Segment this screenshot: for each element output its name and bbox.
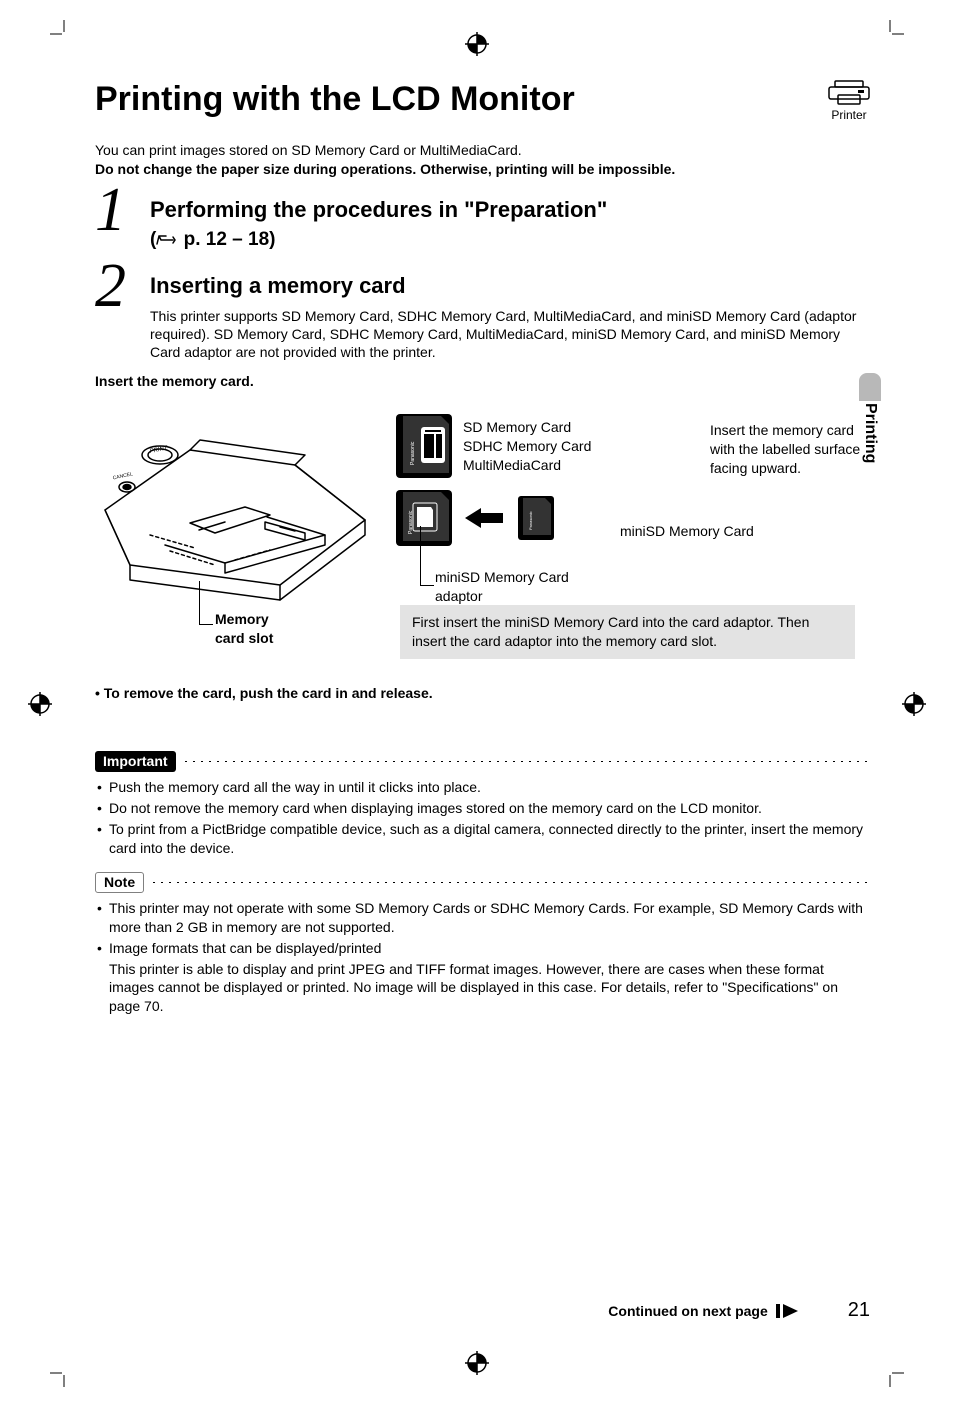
printer-icon-label: Printer <box>828 108 870 122</box>
printer-icon: Printer <box>828 80 870 122</box>
note-continue: This printer is able to display and prin… <box>95 960 870 1017</box>
step-1: 1 Performing the procedures in "Preparat… <box>95 197 870 251</box>
dots-note <box>150 882 870 883</box>
step1-sub-text: p. 12 – 18) <box>184 229 276 250</box>
footer: Continued on next page 21 <box>95 1299 870 1322</box>
intro-line1: You can print images stored on SD Memory… <box>95 142 522 158</box>
remove-text: To remove the card, push the card in and… <box>104 685 433 701</box>
svg-text:Panasonic: Panasonic <box>410 441 416 465</box>
insert-orientation-note: Insert the memory card with the labelled… <box>710 421 870 478</box>
important-label: Important <box>95 751 176 772</box>
adaptor-label-2: adaptor <box>435 588 482 604</box>
svg-text:CANCEL: CANCEL <box>112 472 133 482</box>
reference-icon <box>156 233 176 247</box>
important-item-2: Do not remove the memory card when displ… <box>95 799 870 818</box>
sd-label-2: SDHC Memory Card <box>463 438 591 454</box>
printer-illustration: PRINT CANCEL <box>95 395 375 610</box>
crop-mark-bl <box>50 1359 78 1387</box>
page-title: Printing with the LCD Monitor <box>95 80 870 119</box>
card-illustrations: Panasonic SD Memory Card SDHC Memory Car… <box>395 413 865 557</box>
registration-mark-right <box>902 692 926 716</box>
sd-card-labels: SD Memory Card SDHC Memory Card MultiMed… <box>463 418 591 475</box>
note-label: Note <box>95 872 144 893</box>
important-item-3: To print from a PictBridge compatible de… <box>95 820 870 858</box>
step-2: 2 Inserting a memory card This printer s… <box>95 273 870 362</box>
adaptor-label: miniSD Memory Card adaptor <box>435 568 569 604</box>
adaptor-label-1: miniSD Memory Card <box>435 569 569 585</box>
registration-mark-bottom <box>465 1351 489 1375</box>
note-list: This printer may not operate with some S… <box>95 899 870 1016</box>
registration-mark-left <box>28 692 52 716</box>
step-2-body: This printer supports SD Memory Card, SD… <box>150 307 870 362</box>
crop-mark-tr <box>876 20 904 48</box>
arrow-left-icon <box>463 506 507 530</box>
dots-important <box>182 761 870 762</box>
slot-label-2: card slot <box>215 630 273 646</box>
memory-slot-label: Memory card slot <box>215 610 273 646</box>
remove-bullet: • <box>95 685 100 701</box>
crop-mark-br <box>876 1359 904 1387</box>
svg-text:Panasonic: Panasonic <box>528 512 533 531</box>
adaptor-leader-line <box>420 526 434 586</box>
continued-arrow-icon <box>776 1303 802 1319</box>
continued-text: Continued on next page <box>608 1303 767 1319</box>
sd-label-1: SD Memory Card <box>463 419 571 435</box>
step-2-heading: Inserting a memory card <box>150 273 870 299</box>
callout-box: First insert the miniSD Memory Card into… <box>400 605 855 659</box>
slot-label-1: Memory <box>215 611 269 627</box>
note-row: Note <box>95 872 870 893</box>
svg-text:Panasonic: Panasonic <box>408 510 414 534</box>
sd-label-3: MultiMediaCard <box>463 457 561 473</box>
step-1-number: 1 <box>95 179 126 241</box>
step-1-subheading: ( p. 12 – 18) <box>150 229 870 251</box>
page-number: 21 <box>848 1299 870 1322</box>
important-list: Push the memory card all the way in unti… <box>95 778 870 858</box>
intro-line2: Do not change the paper size during oper… <box>95 161 675 177</box>
sd-card-icon: Panasonic <box>395 413 453 479</box>
step-2-number: 2 <box>95 255 126 317</box>
important-item-1: Push the memory card all the way in unti… <box>95 778 870 797</box>
intro-text: You can print images stored on SD Memory… <box>95 141 870 179</box>
insert-card-heading: Insert the memory card. <box>95 373 870 389</box>
note-item-1: This printer may not operate with some S… <box>95 899 870 937</box>
page-content: Printer Printing with the LCD Monitor Yo… <box>95 80 870 1016</box>
note-item-2: Image formats that can be displayed/prin… <box>95 939 870 958</box>
registration-mark-top <box>465 32 489 56</box>
minisd-card-icon: Panasonic <box>517 495 555 541</box>
step-1-heading: Performing the procedures in "Preparatio… <box>150 197 870 223</box>
important-row: Important <box>95 751 870 772</box>
slot-leader-line <box>199 581 213 625</box>
remove-card-note: • To remove the card, push the card in a… <box>95 685 870 701</box>
diagram-area: PRINT CANCEL Memory card s <box>95 395 870 675</box>
minisd-label: miniSD Memory Card <box>620 523 754 539</box>
crop-mark-tl <box>50 20 78 48</box>
